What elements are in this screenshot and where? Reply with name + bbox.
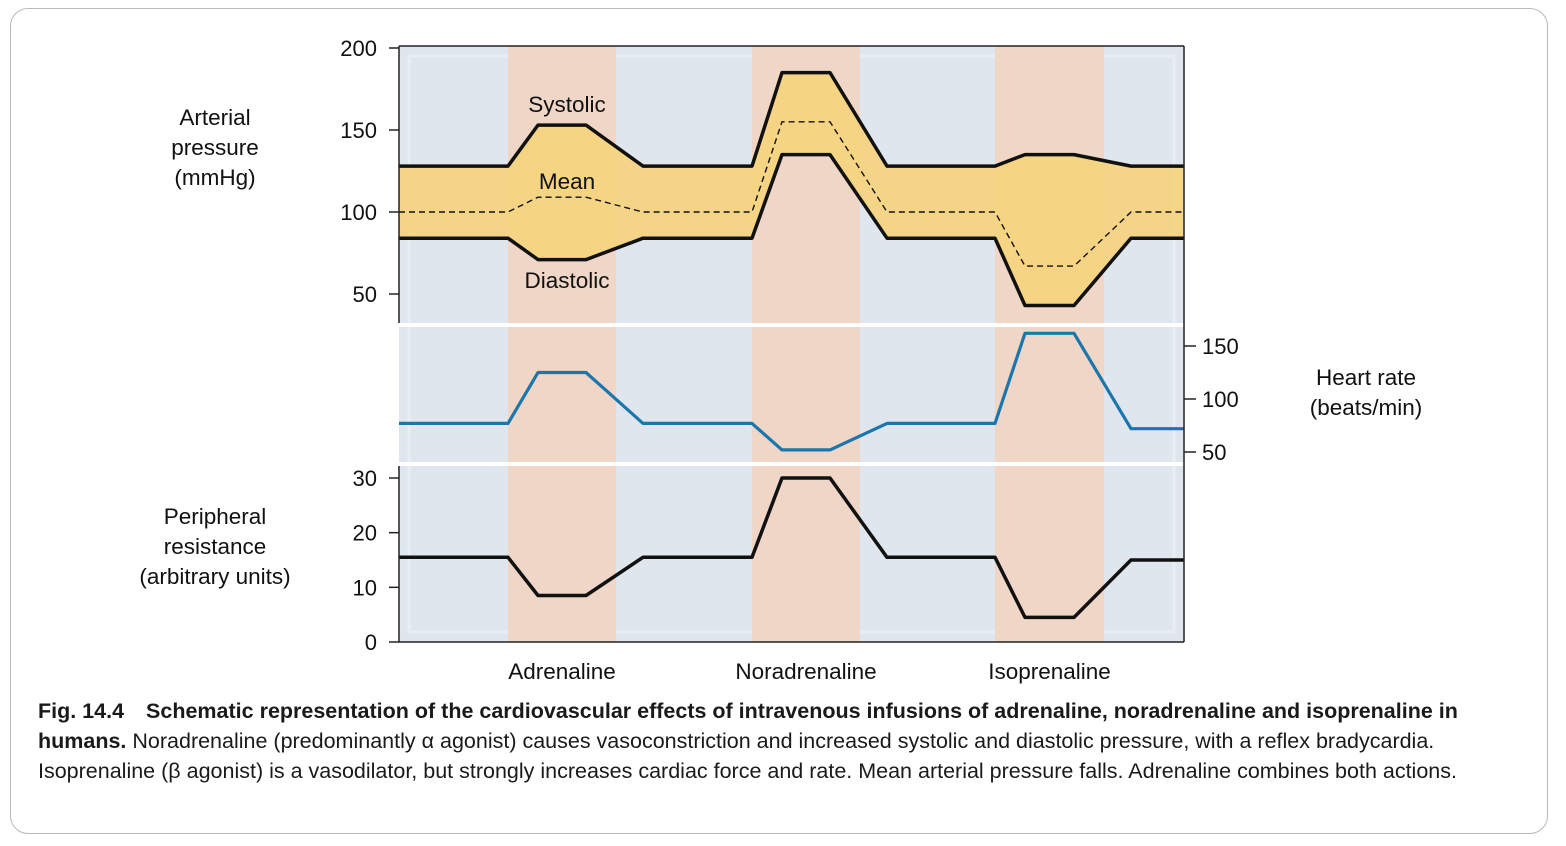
series-annotation: Diastolic (524, 268, 609, 293)
heart-rate-axis-label: (beats/min) (1310, 395, 1423, 420)
resistance-axis-label: resistance (164, 534, 267, 559)
pressure-tick-label: 100 (340, 200, 377, 225)
systolic-line (399, 70, 1184, 168)
x-category-label: Noradrenaline (735, 659, 876, 684)
pressure-tick-label: 150 (340, 118, 377, 143)
caption-bold-text: Schematic representation of the cardiova… (38, 699, 1458, 753)
peripheral-resistance-line (399, 476, 1184, 620)
panel-separator (399, 462, 1184, 466)
heart-rate-tick-label: 50 (1202, 440, 1226, 465)
figure-number: Fig. 14.4 (38, 699, 125, 723)
heart-rate-axis-label: Heart rate (1316, 365, 1416, 390)
heart-rate-tick-label: 150 (1202, 334, 1239, 359)
caption-body-text: Noradrenaline (predominantly α agonist) … (38, 729, 1457, 783)
x-category-label: Adrenaline (508, 659, 616, 684)
systolic-diastolic-band (399, 72, 1184, 306)
pressure-axis-label: Arterial (179, 105, 250, 130)
resistance-tick-label: 10 (353, 575, 377, 600)
figure-frame (10, 8, 1548, 834)
pressure-fill-area (399, 72, 1184, 306)
diastolic-line (399, 152, 1184, 308)
heart-rate-tick-label: 100 (1202, 387, 1239, 412)
resistance-tick-label: 30 (353, 466, 377, 491)
resistance-axis-label: (arbitrary units) (139, 564, 290, 589)
pressure-axis-label: pressure (171, 135, 259, 160)
resistance-axis-label: Peripheral (164, 504, 267, 529)
series-annotation: Systolic (528, 92, 606, 117)
resistance-tick-label: 20 (353, 521, 377, 546)
series-lines (399, 70, 1184, 620)
heart-rate-line (399, 331, 1184, 452)
pressure-axis-label: (mmHg) (174, 165, 255, 190)
pressure-tick-label: 200 (340, 36, 377, 61)
x-category-label: Isoprenaline (988, 659, 1111, 684)
series-annotation: Mean (539, 169, 595, 194)
cardiovascular-effects-chart: 50 100 150 200 0 10 20 30 50 100 150 Arterial pressu… (139, 36, 1422, 684)
mean-line (399, 121, 1184, 267)
panel-separator (399, 323, 1184, 327)
pressure-tick-label: 50 (353, 282, 377, 307)
infusion-band-isoprenaline (995, 46, 1104, 642)
axes (389, 45, 1196, 643)
figure-caption: Fig. 14.4 Schematic representation of the… (38, 696, 1518, 786)
chart-text: 50 100 150 200 0 10 20 30 50 100 150 Arterial pressu… (139, 36, 1422, 684)
resistance-tick-label: 0 (365, 630, 377, 655)
